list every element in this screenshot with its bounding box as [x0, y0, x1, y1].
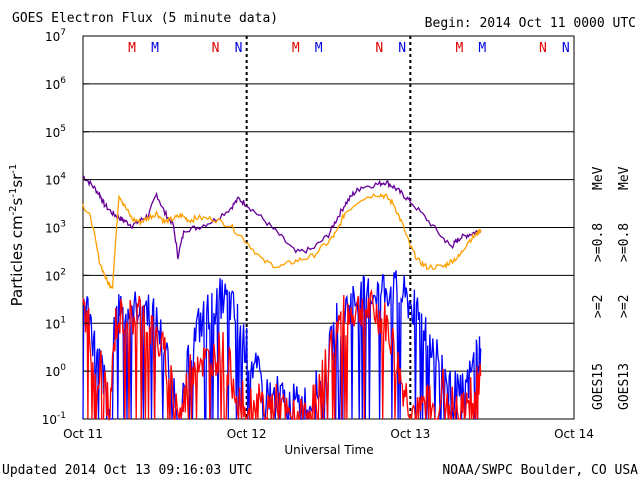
- legend: GOES15 GOES13 >=2 >=0.8 >=2 >=0.8 MeV Me…: [591, 166, 632, 410]
- series-layer: [82, 175, 482, 422]
- noon-marker: N: [398, 41, 406, 56]
- credit-label: NOAA/SWPC Boulder, CO USA: [442, 463, 638, 478]
- series-line-0: [82, 175, 482, 260]
- legend-unit-goes13: MeV: [617, 166, 632, 190]
- x-tick-label: Oct 14: [554, 427, 594, 441]
- noon-marker: M: [292, 41, 300, 56]
- x-axis-label: Universal Time: [284, 443, 373, 457]
- legend-goes15: GOES15: [591, 363, 606, 410]
- y-tick-label: 10-1: [42, 411, 66, 427]
- y-axis-label: Particles cm-2s-1sr-1: [8, 164, 26, 307]
- x-tick-labels: Oct 11 Oct 12 Oct 13 Oct 14: [63, 427, 594, 441]
- legend-goes13: GOES13: [617, 363, 632, 410]
- y-tick-label: 103: [45, 220, 66, 236]
- legend-goes13-08mev: >=0.8: [617, 223, 632, 262]
- y-tick-label: 105: [45, 124, 66, 140]
- y-tick-label: 102: [45, 267, 66, 283]
- y-tick-label: 104: [45, 172, 66, 188]
- gridlines: [83, 83, 574, 372]
- y-tick-label: 100: [45, 363, 66, 379]
- x-tick-label: Oct 13: [390, 427, 430, 441]
- series-line-1: [82, 192, 482, 289]
- series-line-2: [82, 270, 482, 421]
- begin-label: Begin: 2014 Oct 11 0000 UTC: [425, 16, 636, 31]
- noon-marker: M: [315, 41, 323, 56]
- noon-marker: N: [235, 41, 243, 56]
- noon-marker: N: [539, 41, 547, 56]
- noon-marker: N: [562, 41, 570, 56]
- y-tick-labels: 107 106 105 104 103 102 101 100 10-1: [42, 28, 89, 427]
- x-tick-label: Oct 12: [227, 427, 267, 441]
- y-tick-label: 106: [45, 76, 66, 92]
- legend-goes13-2mev: >=2: [617, 295, 632, 318]
- legend-goes15-08mev: >=0.8: [591, 223, 606, 262]
- noon-marker: M: [478, 41, 486, 56]
- series-line-3: [82, 288, 482, 422]
- updated-timestamp: Updated 2014 Oct 13 09:16:03 UTC: [2, 463, 252, 478]
- noon-marker: M: [456, 41, 464, 56]
- legend-goes15-2mev: >=2: [591, 295, 606, 318]
- y-tick-label: 107: [45, 28, 66, 44]
- noon-marker: M: [151, 41, 159, 56]
- y-tick-label: 101: [45, 315, 66, 331]
- noon-marker: M: [128, 41, 136, 56]
- noon-marker: N: [212, 41, 220, 56]
- noon-marker: N: [375, 41, 383, 56]
- legend-unit-goes15: MeV: [591, 166, 606, 190]
- x-tick-label: Oct 11: [63, 427, 103, 441]
- chart-title: GOES Electron Flux (5 minute data): [12, 11, 278, 26]
